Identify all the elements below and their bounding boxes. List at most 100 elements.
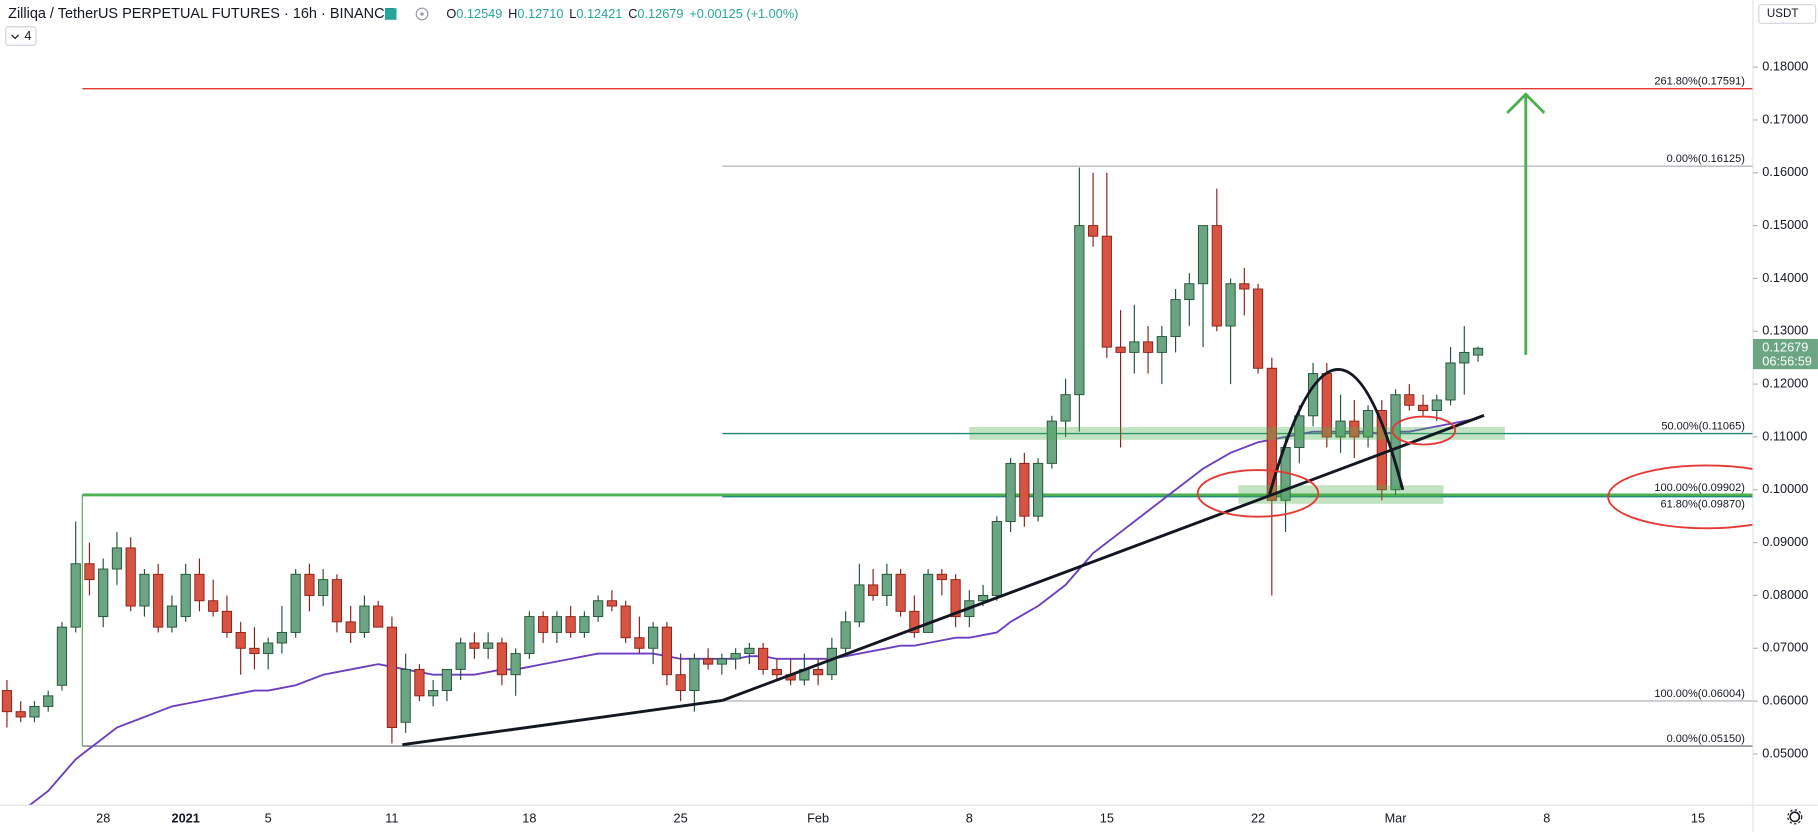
candle-body [249, 647, 260, 655]
y-tick-label: 0.10000 [1762, 481, 1808, 496]
candle-body [43, 695, 54, 707]
last-price-label: 0.12679 [1762, 340, 1808, 355]
fib-label: 50.00%(0.11065) [1661, 420, 1745, 432]
candle-body [868, 584, 879, 596]
candle-body [1404, 394, 1415, 406]
candle-body [1472, 347, 1484, 356]
candle-body [634, 637, 645, 649]
candle-body [483, 642, 494, 649]
y-tick-label: 0.05000 [1762, 745, 1808, 760]
candle-body [1156, 336, 1167, 353]
support-zone [969, 427, 1505, 440]
candle-body [1211, 225, 1222, 327]
candle-body [496, 642, 508, 676]
ohlc-value: 0.12421 [576, 6, 622, 21]
candle-body [111, 547, 123, 570]
y-tick-label: 0.18000 [1762, 58, 1808, 73]
y-tick-label: 0.17000 [1762, 111, 1808, 126]
x-tick-label: 28 [96, 811, 110, 826]
visibility-dot [420, 12, 424, 16]
candle-body [730, 653, 741, 660]
ohlc-key: H [508, 6, 517, 21]
x-tick-label: Feb [807, 811, 829, 826]
candle-body [950, 579, 961, 618]
y-tick-label: 0.15000 [1762, 217, 1808, 232]
candle-body [606, 600, 617, 607]
candle-body [1390, 394, 1401, 491]
candle-body [70, 563, 81, 628]
ohlc-change: +0.00125 (+1.00%) [689, 6, 798, 21]
candle-body [194, 573, 205, 602]
candle-body [1087, 225, 1099, 237]
ohlc-key: L [569, 6, 576, 21]
trendline [402, 699, 723, 747]
moving-average [28, 417, 1479, 806]
highlight-circle [1607, 464, 1754, 530]
arc-pattern [1268, 368, 1405, 495]
candle-body [1459, 351, 1470, 364]
ohlc-value: 0.12710 [517, 6, 563, 21]
candle-body [923, 573, 934, 633]
x-tick-label: 25 [674, 811, 688, 826]
candle-body [1239, 283, 1250, 290]
candle-body [881, 573, 892, 596]
fib-label: 0.00%(0.16125) [1667, 153, 1745, 165]
candle-body [414, 668, 425, 697]
candle-body [276, 631, 288, 644]
candle-body [1, 690, 13, 713]
visibility-toggle[interactable] [415, 7, 429, 21]
x-tick-label: 2021 [172, 811, 200, 826]
candle-body [400, 668, 411, 723]
candle-body [331, 579, 343, 623]
indicator-count: 4 [24, 28, 31, 43]
candle-body [386, 626, 398, 729]
candle-body [1362, 410, 1374, 438]
y-tick-label: 0.12000 [1762, 375, 1808, 390]
fib-label: 100.00%(0.09902) [1654, 482, 1744, 494]
candle-body [1005, 462, 1016, 522]
candle-body [840, 621, 851, 649]
candle-body [854, 584, 865, 623]
candle-body [1046, 420, 1057, 464]
last-price-tag [1753, 338, 1818, 370]
x-tick-label: 15 [1100, 811, 1114, 826]
candle-body [661, 626, 672, 676]
candle-body [15, 711, 26, 718]
candle-body [84, 563, 95, 581]
fib-label: 100.00%(0.06004) [1654, 688, 1744, 700]
candle-body [1349, 420, 1360, 438]
candle-body [263, 642, 274, 655]
candle-body [318, 579, 329, 596]
x-tick-label: Mar [1385, 811, 1408, 826]
candle-body [689, 658, 700, 692]
ohlc-legend: O0.12549 H0.12710 L0.12421 C0.12679 +0.00125… [446, 6, 798, 21]
candle-body [991, 521, 1002, 596]
y-tick-label: 0.11000 [1762, 428, 1807, 443]
candle-body [345, 621, 356, 633]
y-tick-label: 0.14000 [1762, 270, 1808, 285]
candle-body [208, 600, 219, 612]
indicator-toggle[interactable] [5, 26, 37, 46]
highlight-circle [1391, 415, 1456, 446]
candle-body [359, 605, 370, 633]
candle-body [1101, 235, 1112, 348]
candle-body [441, 668, 453, 692]
candle-body [538, 616, 549, 633]
symbol-title: Zilliqa / TetherUS PERPETUAL FUTURES · 1… [8, 6, 394, 22]
chevron [11, 34, 19, 40]
settings-icon[interactable] [1787, 809, 1803, 825]
candle-body [1417, 404, 1429, 411]
candle-body [1032, 462, 1044, 517]
y-tick-label: 0.16000 [1762, 164, 1808, 179]
candle-body [648, 626, 659, 649]
x-tick-label: 18 [522, 811, 536, 826]
candle-body [1307, 373, 1319, 417]
market-status [384, 8, 397, 20]
x-tick-label: 8 [966, 811, 973, 826]
candle-body [1376, 410, 1387, 491]
fib-label: 261.80%(0.17591) [1654, 76, 1744, 88]
candle-body [428, 690, 439, 697]
